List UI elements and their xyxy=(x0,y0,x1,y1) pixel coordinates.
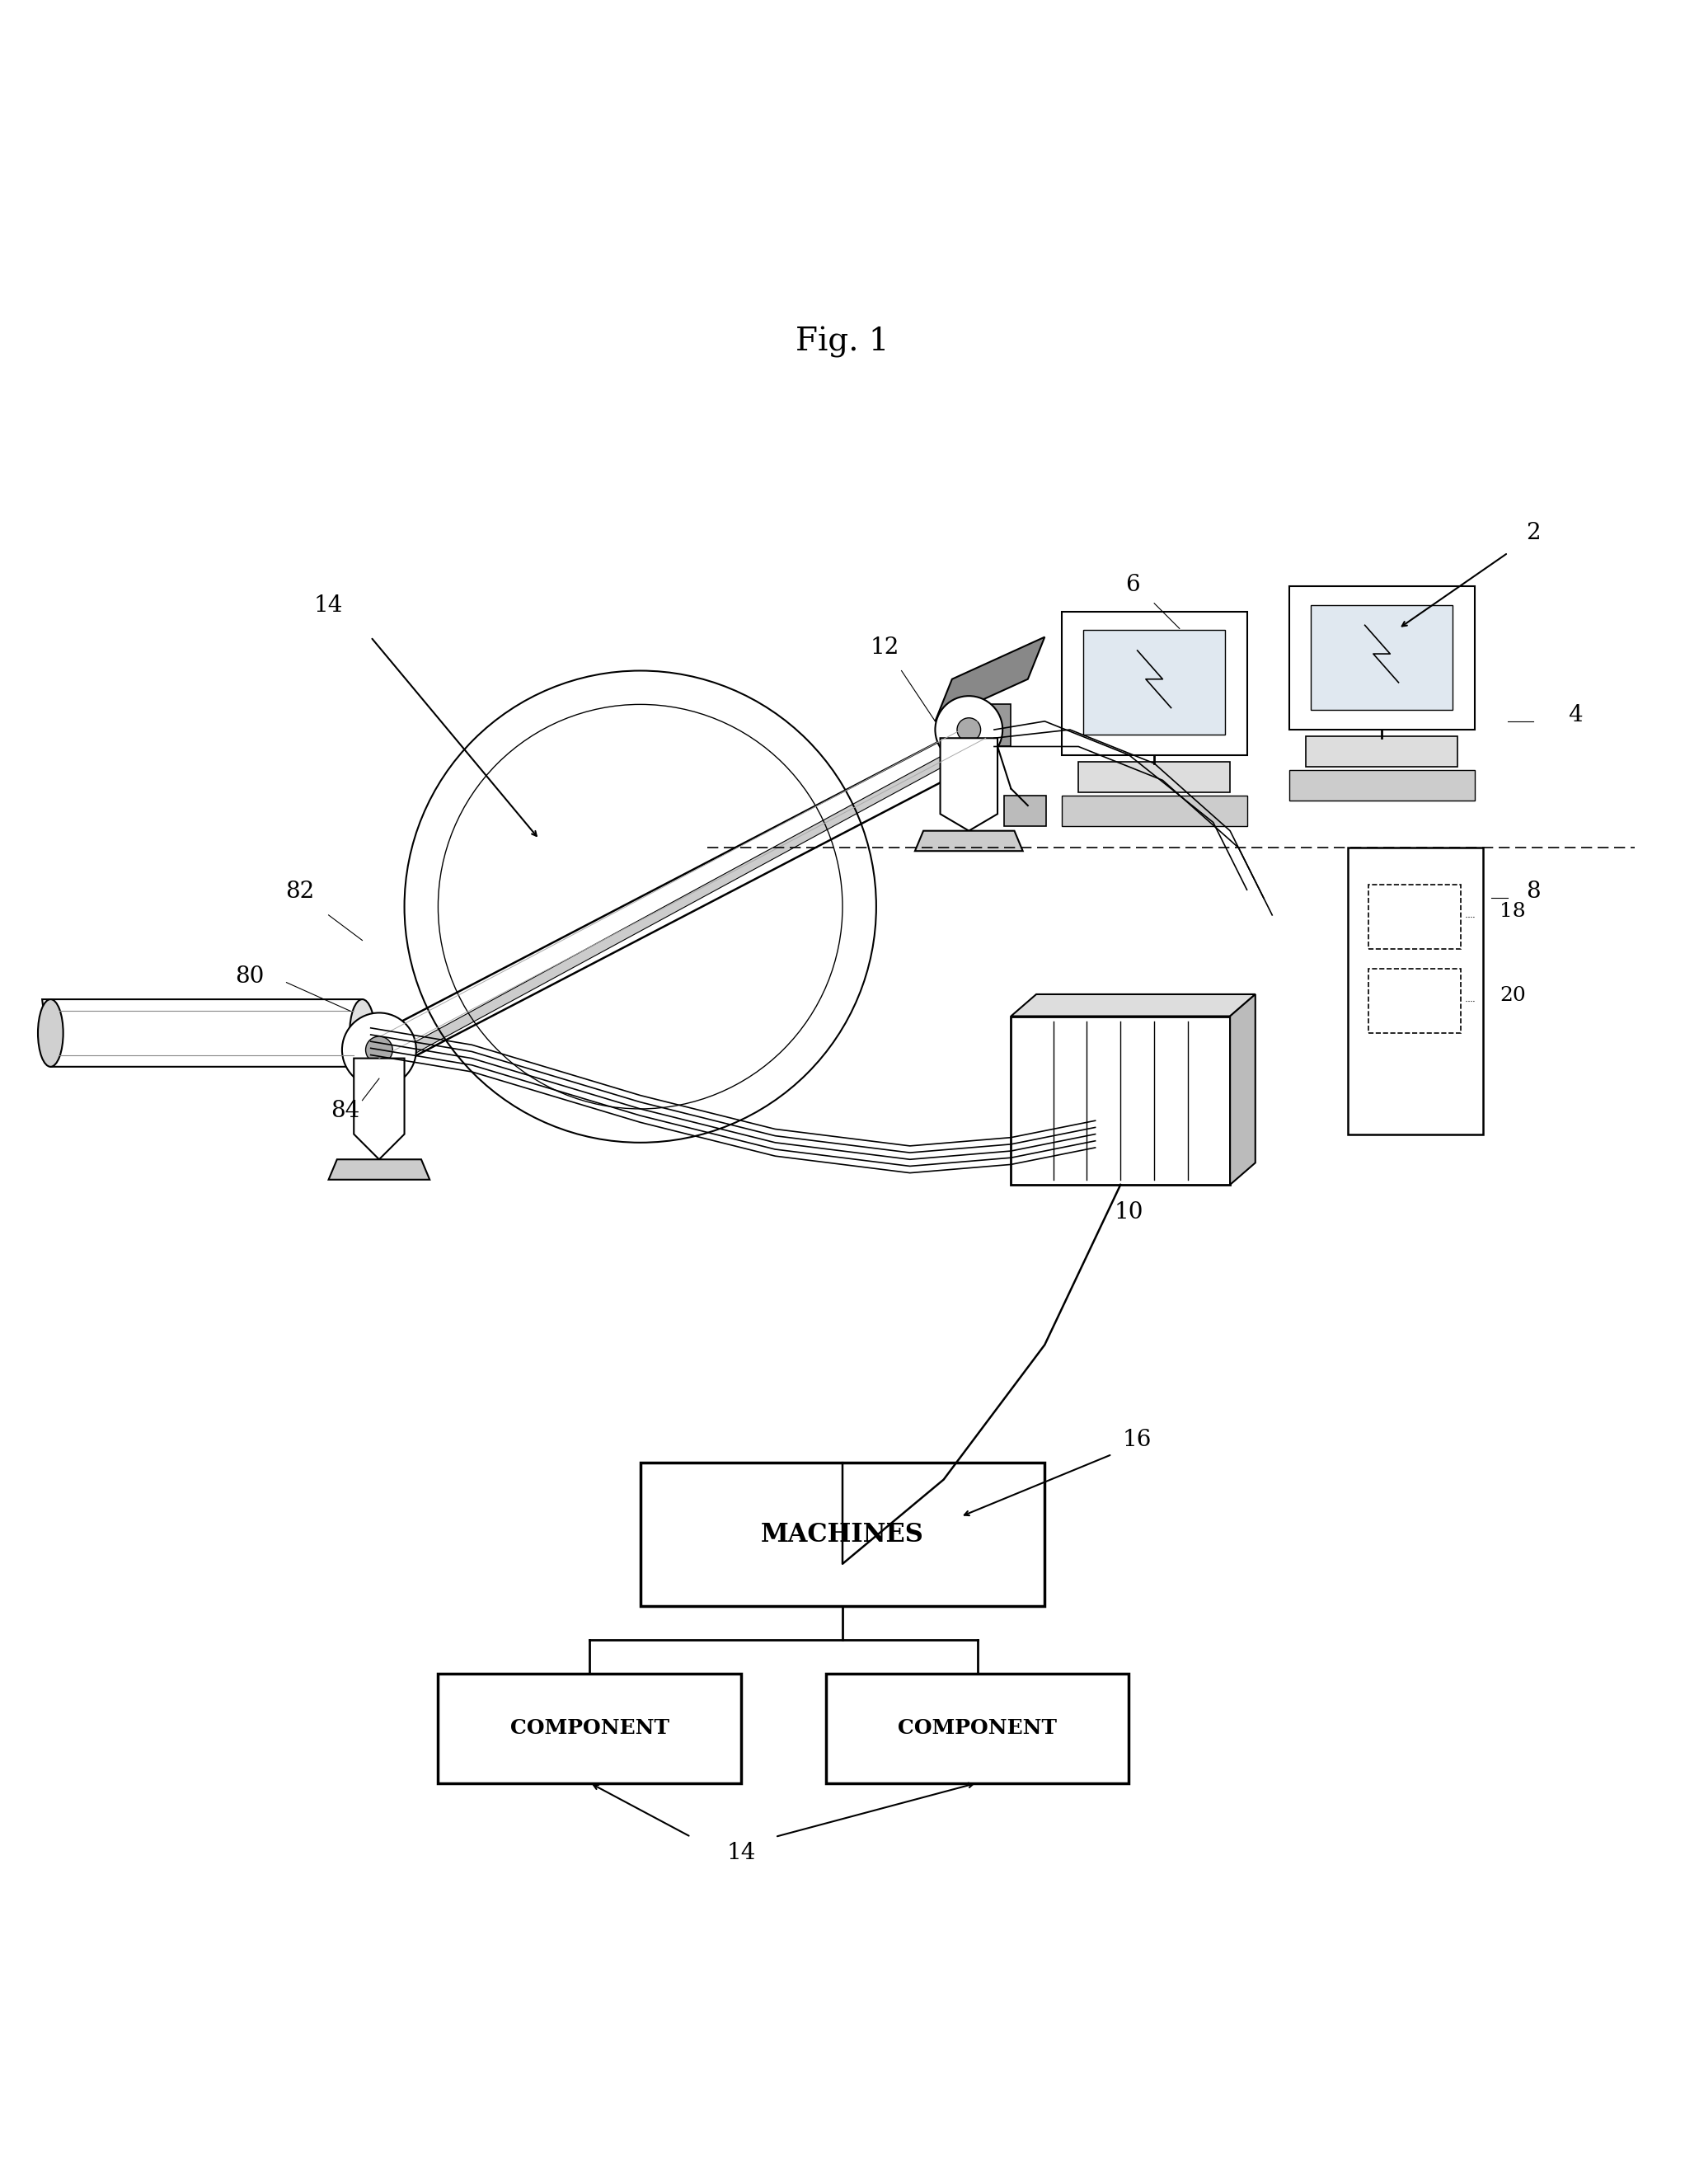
Text: COMPONENT: COMPONENT xyxy=(511,1719,669,1738)
Text: 18: 18 xyxy=(1500,902,1525,922)
Circle shape xyxy=(366,1037,393,1064)
Text: 14: 14 xyxy=(313,594,344,616)
Text: 12: 12 xyxy=(869,636,900,660)
FancyBboxPatch shape xyxy=(640,1463,1045,1605)
Text: Fig. 1: Fig. 1 xyxy=(795,325,890,358)
Text: 6: 6 xyxy=(1126,574,1139,596)
Text: 8: 8 xyxy=(1527,880,1540,904)
Ellipse shape xyxy=(350,1000,374,1066)
Text: 20: 20 xyxy=(1500,987,1527,1005)
Polygon shape xyxy=(362,712,994,1083)
FancyBboxPatch shape xyxy=(1368,970,1461,1033)
FancyBboxPatch shape xyxy=(438,1673,741,1782)
Ellipse shape xyxy=(39,1000,64,1066)
FancyBboxPatch shape xyxy=(1011,1016,1230,1184)
Polygon shape xyxy=(42,1000,362,1066)
FancyBboxPatch shape xyxy=(1368,885,1461,948)
FancyBboxPatch shape xyxy=(1083,631,1225,734)
FancyBboxPatch shape xyxy=(1004,795,1046,826)
Polygon shape xyxy=(1230,994,1255,1184)
Text: 2: 2 xyxy=(1527,522,1540,544)
FancyBboxPatch shape xyxy=(826,1673,1129,1782)
Text: 14: 14 xyxy=(726,1841,757,1863)
Polygon shape xyxy=(915,830,1023,852)
Polygon shape xyxy=(1011,994,1255,1016)
Polygon shape xyxy=(354,1059,404,1160)
Text: 16: 16 xyxy=(1122,1428,1153,1450)
Polygon shape xyxy=(935,638,1045,721)
Circle shape xyxy=(935,697,1003,764)
FancyBboxPatch shape xyxy=(1311,605,1452,710)
Text: 84: 84 xyxy=(330,1101,361,1123)
Circle shape xyxy=(342,1013,416,1088)
FancyBboxPatch shape xyxy=(1078,762,1230,793)
Polygon shape xyxy=(986,705,1011,747)
Text: 80: 80 xyxy=(234,965,265,987)
Text: 10: 10 xyxy=(1114,1201,1144,1223)
Text: COMPONENT: COMPONENT xyxy=(898,1719,1056,1738)
Polygon shape xyxy=(388,734,981,1068)
Text: 82: 82 xyxy=(285,880,315,904)
Text: MACHINES: MACHINES xyxy=(762,1522,923,1546)
FancyBboxPatch shape xyxy=(1062,612,1247,756)
FancyBboxPatch shape xyxy=(1348,847,1483,1133)
FancyBboxPatch shape xyxy=(1289,587,1474,729)
Circle shape xyxy=(957,719,981,743)
FancyBboxPatch shape xyxy=(1062,795,1247,826)
Text: 4: 4 xyxy=(1569,703,1582,727)
FancyBboxPatch shape xyxy=(1289,771,1474,802)
Polygon shape xyxy=(329,1160,430,1179)
FancyBboxPatch shape xyxy=(1306,736,1458,767)
Polygon shape xyxy=(940,738,998,830)
